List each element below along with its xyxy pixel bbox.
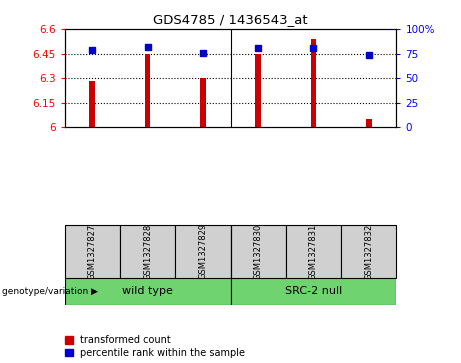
- Bar: [120, 225, 175, 278]
- Text: genotype/variation ▶: genotype/variation ▶: [2, 287, 98, 296]
- Text: GSM1327829: GSM1327829: [198, 223, 207, 280]
- Text: GSM1327831: GSM1327831: [309, 223, 318, 280]
- Legend: transformed count, percentile rank within the sample: transformed count, percentile rank withi…: [65, 335, 245, 358]
- Text: GSM1327832: GSM1327832: [364, 223, 373, 280]
- Text: wild type: wild type: [122, 286, 173, 296]
- Bar: [65, 225, 120, 278]
- Text: GSM1327827: GSM1327827: [88, 223, 97, 280]
- Bar: [175, 225, 230, 278]
- Bar: [255, 53, 261, 127]
- Text: GSM1327828: GSM1327828: [143, 223, 152, 280]
- Text: SRC-2 null: SRC-2 null: [285, 286, 342, 296]
- Text: GSM1327830: GSM1327830: [254, 223, 263, 280]
- Bar: [341, 225, 396, 278]
- Bar: [286, 225, 341, 278]
- Bar: [145, 53, 150, 127]
- Bar: [200, 78, 206, 127]
- Bar: [65, 278, 230, 305]
- Bar: [230, 278, 396, 305]
- Bar: [366, 119, 372, 127]
- Title: GDS4785 / 1436543_at: GDS4785 / 1436543_at: [153, 13, 308, 26]
- Bar: [230, 225, 286, 278]
- Bar: [89, 81, 95, 127]
- Bar: [311, 39, 316, 127]
